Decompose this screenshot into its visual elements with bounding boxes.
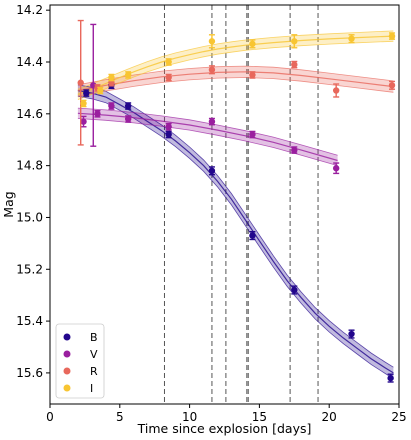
x-tick-label: 0	[46, 410, 54, 424]
data-point-r	[388, 82, 396, 89]
data-point-b	[249, 232, 256, 239]
y-tick-label: 14.6	[16, 107, 43, 121]
data-point-r	[208, 66, 216, 73]
legend-marker-b	[63, 333, 71, 341]
band-b	[77, 84, 394, 379]
data-point-r	[249, 71, 256, 79]
fit-line-i	[77, 35, 394, 95]
data-point-v	[80, 118, 87, 125]
legend-label-b: B	[90, 331, 98, 344]
fit-lines	[77, 30, 394, 379]
x-tick-label: 20	[322, 410, 337, 424]
fit-line-r	[77, 71, 394, 92]
y-tick-label: 14.2	[16, 3, 43, 17]
band-edge-lower-i	[77, 40, 394, 100]
data-point-b	[291, 286, 298, 294]
x-tick-label: 15	[252, 410, 267, 424]
data-point-r	[165, 74, 172, 81]
y-tick-label: 15.6	[16, 366, 43, 380]
band-edge-lower-r	[77, 77, 394, 97]
band-v	[77, 108, 338, 166]
data-point-v	[291, 146, 298, 154]
legend-box	[55, 323, 105, 399]
y-tick-label: 15.0	[16, 210, 43, 224]
x-axis-ticks: 0 5 10 15 20 25	[46, 404, 407, 424]
y-tick-label: 15.2	[16, 262, 43, 276]
legend-marker-v	[63, 350, 71, 358]
data-point-b	[165, 131, 172, 138]
data-point-v	[165, 123, 172, 130]
data-point-v	[332, 165, 340, 172]
y-axis-ticks: 14.2 14.4 14.6 14.8 15.0 15.2 15.4 15.6	[16, 3, 50, 380]
y-tick-label: 14.8	[16, 159, 43, 173]
band-edge-upper-b	[77, 84, 394, 368]
legend-marker-i	[63, 384, 71, 392]
y-axis-label: Mag	[1, 191, 16, 217]
data-point-r	[291, 61, 298, 68]
legend-marker-r	[63, 367, 71, 375]
fit-line-v	[77, 112, 338, 162]
data-point-i	[249, 40, 256, 48]
x-tick-label: 10	[182, 410, 197, 424]
data-point-i	[388, 32, 396, 40]
data-point-r	[77, 79, 84, 86]
data-point-b	[124, 102, 132, 110]
data-point-i	[348, 35, 355, 42]
data-point-i	[208, 38, 216, 45]
data-point-b	[83, 89, 90, 97]
data-point-i	[124, 71, 132, 79]
legend-label-i: I	[90, 382, 93, 395]
band-edge-lower-v	[77, 118, 338, 166]
data-point-r	[332, 87, 340, 94]
x-axis-label: Time since explosion [days]	[137, 421, 312, 436]
x-tick-label: 25	[391, 410, 406, 424]
data-point-i	[291, 38, 298, 45]
data-point-i	[80, 100, 87, 107]
data-point-v	[124, 115, 132, 123]
plot-frame	[49, 4, 400, 405]
data-point-b	[348, 330, 355, 338]
band-r	[77, 66, 394, 97]
data-point-v	[108, 102, 115, 110]
legend-label-r: R	[90, 365, 98, 378]
data-point-v	[208, 118, 216, 125]
data-points	[77, 19, 396, 383]
band-edge-upper-i	[77, 30, 394, 90]
data-point-b	[208, 167, 216, 175]
fit-line-b	[77, 89, 394, 374]
band-edge-upper-v	[77, 107, 338, 156]
data-point-b	[387, 374, 394, 382]
y-tick-label: 15.4	[16, 314, 43, 328]
data-point-i	[108, 74, 115, 81]
y-tick-label: 14.4	[16, 55, 43, 69]
data-point-i	[165, 58, 172, 66]
legend-label-v: V	[90, 348, 98, 361]
data-point-i	[97, 87, 104, 94]
x-tick-label: 5	[116, 410, 124, 424]
data-point-v	[249, 131, 256, 138]
data-point-v	[94, 110, 101, 118]
